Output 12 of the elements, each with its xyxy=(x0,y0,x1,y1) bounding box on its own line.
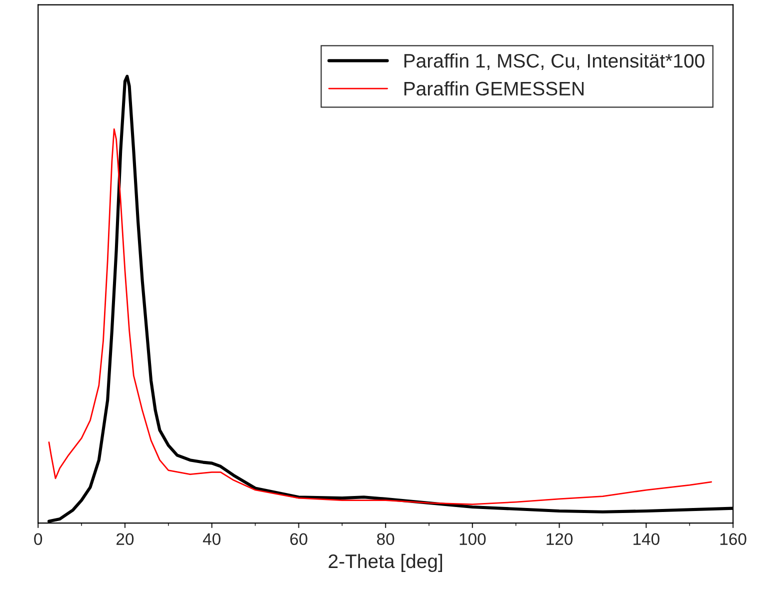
x-tick-label: 80 xyxy=(377,533,394,546)
x-tick-label: 120 xyxy=(546,533,573,546)
legend-label: Paraffin 1, MSC, Cu, Intensität*100 xyxy=(404,53,704,70)
x-tick-label: 140 xyxy=(634,533,660,546)
x-tick-label: 60 xyxy=(290,533,308,546)
legend-label: Paraffin GEMESSEN xyxy=(404,81,584,96)
x-axis-title: 2-Theta [deg] xyxy=(328,554,442,572)
x-tick-label: 0 xyxy=(34,533,42,546)
x-tick-label: 20 xyxy=(116,533,134,546)
x-tick-label: 40 xyxy=(202,533,220,546)
x-tick-label: 160 xyxy=(720,533,746,546)
x-tick-label: 100 xyxy=(460,533,486,546)
